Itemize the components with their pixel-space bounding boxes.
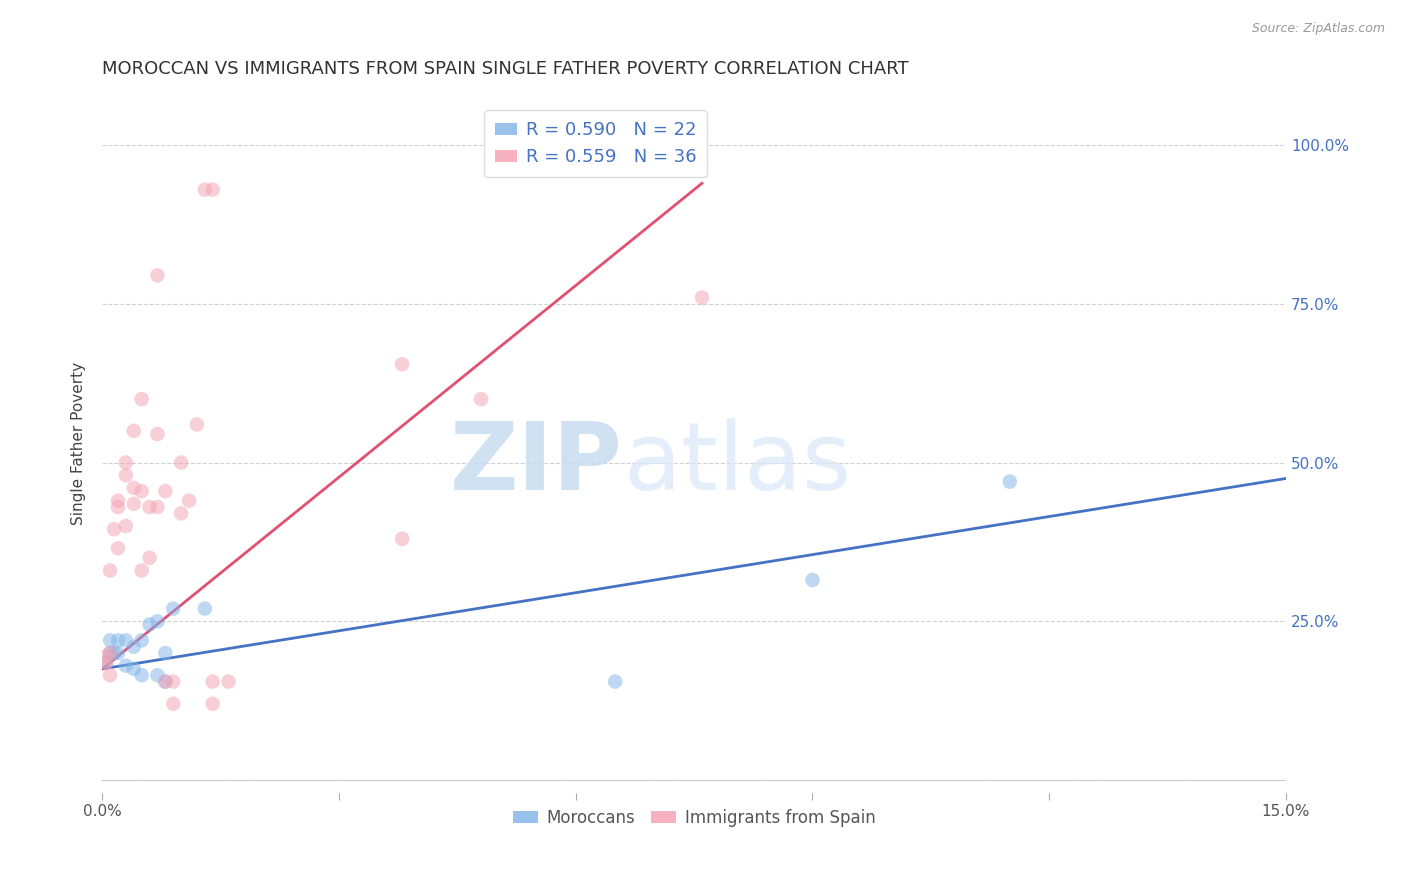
Point xyxy=(155,484,177,499)
Point xyxy=(138,617,160,632)
Point xyxy=(98,564,121,578)
Point xyxy=(115,468,138,483)
Point xyxy=(103,522,125,536)
Point xyxy=(170,507,193,521)
Point xyxy=(98,633,121,648)
Point xyxy=(194,183,217,197)
Point xyxy=(146,268,169,283)
Point xyxy=(201,183,224,197)
Point xyxy=(131,392,153,406)
Point xyxy=(201,674,224,689)
Point xyxy=(115,633,138,648)
Point xyxy=(146,614,169,628)
Point xyxy=(107,541,129,556)
Point xyxy=(162,601,184,615)
Point xyxy=(107,493,129,508)
Point xyxy=(146,500,169,514)
Point xyxy=(146,427,169,442)
Point xyxy=(391,532,413,546)
Point xyxy=(170,456,193,470)
Point xyxy=(107,646,129,660)
Point xyxy=(605,674,627,689)
Point xyxy=(98,668,121,682)
Point xyxy=(131,484,153,499)
Point xyxy=(98,646,121,660)
Point xyxy=(131,633,153,648)
Point xyxy=(98,646,121,660)
Point xyxy=(194,601,217,615)
Point xyxy=(146,668,169,682)
Point xyxy=(138,500,160,514)
Point xyxy=(122,424,145,438)
Point xyxy=(155,674,177,689)
Point xyxy=(122,640,145,654)
Point xyxy=(470,392,492,406)
Point xyxy=(131,668,153,682)
Point xyxy=(177,493,200,508)
Point xyxy=(122,481,145,495)
Point xyxy=(186,417,208,432)
Point xyxy=(122,497,145,511)
Point xyxy=(115,456,138,470)
Point xyxy=(218,674,240,689)
Point xyxy=(131,564,153,578)
Y-axis label: Single Father Poverty: Single Father Poverty xyxy=(72,362,86,525)
Point xyxy=(96,649,118,664)
Legend: Moroccans, Immigrants from Spain: Moroccans, Immigrants from Spain xyxy=(506,802,882,833)
Point xyxy=(998,475,1021,489)
Point xyxy=(103,646,125,660)
Point xyxy=(155,646,177,660)
Point xyxy=(690,291,713,305)
Point xyxy=(115,658,138,673)
Text: Source: ZipAtlas.com: Source: ZipAtlas.com xyxy=(1251,22,1385,36)
Text: atlas: atlas xyxy=(623,418,851,510)
Point xyxy=(107,500,129,514)
Point xyxy=(201,697,224,711)
Point xyxy=(138,550,160,565)
Point xyxy=(801,573,824,587)
Point xyxy=(155,674,177,689)
Point xyxy=(122,662,145,676)
Point xyxy=(115,519,138,533)
Text: MOROCCAN VS IMMIGRANTS FROM SPAIN SINGLE FATHER POVERTY CORRELATION CHART: MOROCCAN VS IMMIGRANTS FROM SPAIN SINGLE… xyxy=(103,60,908,78)
Point xyxy=(391,357,413,371)
Point xyxy=(96,656,118,670)
Point xyxy=(107,633,129,648)
Point xyxy=(96,656,118,670)
Point xyxy=(162,674,184,689)
Point xyxy=(162,697,184,711)
Text: ZIP: ZIP xyxy=(450,418,623,510)
